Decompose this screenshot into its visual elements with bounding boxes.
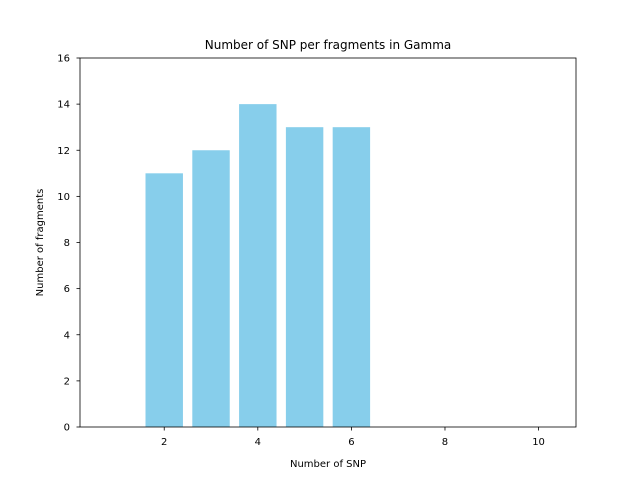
chart-title: Number of SNP per fragments in Gamma xyxy=(205,38,452,52)
y-tick-label: 8 xyxy=(64,238,70,249)
x-tick-label: 4 xyxy=(255,437,261,448)
x-tick-label: 10 xyxy=(532,437,545,448)
bar-4 xyxy=(239,104,277,427)
y-tick-label: 12 xyxy=(57,146,70,157)
x-ticks-group: 2 4 6 8 10 xyxy=(161,427,545,448)
bar-5 xyxy=(285,127,324,427)
y-tick-label: 0 xyxy=(64,423,70,434)
x-tick-label: 6 xyxy=(348,437,354,448)
y-tick-label: 6 xyxy=(64,284,70,295)
bar-6 xyxy=(332,127,371,427)
bar-3 xyxy=(192,150,230,427)
y-tick-label: 14 xyxy=(57,100,70,111)
y-axis-label: Number of fragments xyxy=(35,189,46,297)
y-ticks-group: 0 2 4 6 8 10 12 14 16 xyxy=(57,54,80,434)
y-tick-label: 4 xyxy=(64,330,70,341)
plot-frame xyxy=(79,57,577,428)
bars-group xyxy=(145,104,371,427)
y-tick-label: 16 xyxy=(57,54,70,65)
x-tick-label: 2 xyxy=(161,437,167,448)
x-tick-label: 8 xyxy=(442,437,448,448)
bar-2 xyxy=(145,173,183,427)
y-tick-label: 10 xyxy=(57,192,70,203)
y-tick-label: 2 xyxy=(64,376,70,387)
x-axis-label: Number of SNP xyxy=(290,459,366,470)
